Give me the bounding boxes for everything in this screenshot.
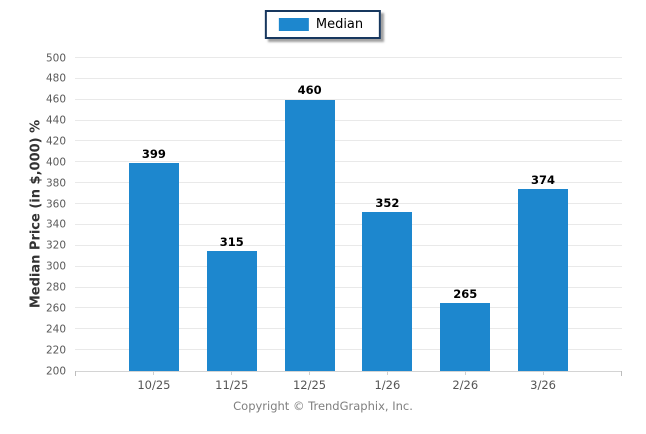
bar-3/26 (518, 189, 569, 371)
legend-label: Median (315, 17, 364, 32)
y-tick-label: 500 (45, 51, 66, 64)
y-tick-label: 360 (45, 197, 66, 210)
x-tick-label: 2/26 (452, 378, 479, 392)
x-axis-ticks (75, 371, 622, 376)
bar-slot: 399 (115, 58, 193, 371)
gridline (75, 203, 622, 205)
y-tick-label: 400 (45, 156, 66, 169)
y-tick-label: 260 (45, 302, 66, 315)
gridline (75, 161, 622, 163)
gridline (75, 244, 622, 246)
y-tick-label: 420 (45, 135, 66, 148)
x-tick-label: 3/26 (530, 378, 556, 392)
y-tick-label: 460 (45, 93, 66, 106)
gridline (75, 182, 622, 184)
y-tick-label: 240 (45, 323, 66, 336)
y-tick-label: 480 (45, 72, 66, 85)
x-tick-slot (193, 371, 271, 376)
x-tick (386, 371, 388, 375)
legend-swatch-icon (278, 18, 309, 31)
bar-value-label: 265 (453, 286, 478, 301)
y-tick-label: 320 (45, 239, 66, 252)
x-tick (464, 371, 466, 375)
x-tick-slot (504, 371, 582, 376)
gridline (75, 349, 622, 351)
bar-value-label: 315 (219, 234, 244, 249)
gridline (75, 140, 622, 142)
gridline (75, 286, 622, 288)
y-tick-label: 220 (45, 343, 66, 356)
bar-value-label: 352 (375, 195, 400, 210)
gridline (75, 328, 622, 330)
x-tick-slot (115, 371, 193, 376)
x-tick (542, 371, 544, 375)
x-tick-slot (348, 371, 426, 376)
y-tick-label: 440 (45, 114, 66, 127)
bar-value-label: 399 (141, 146, 166, 161)
y-tick-label: 340 (45, 218, 66, 231)
y-tick-label: 300 (45, 260, 66, 273)
bar-slot: 352 (348, 58, 426, 371)
bar-value-label: 460 (297, 83, 322, 98)
bar-slot: 374 (504, 58, 582, 371)
bar-10/25 (128, 163, 179, 371)
x-tick-slot (426, 371, 504, 376)
bar-11/25 (206, 251, 257, 371)
bar-slot: 315 (193, 58, 271, 371)
bar-1/26 (362, 212, 413, 371)
gridline (75, 223, 622, 225)
x-tick (309, 371, 311, 375)
gridline (75, 57, 622, 58)
x-tick-label: 12/25 (292, 378, 327, 392)
x-tick-label: 1/26 (374, 378, 401, 392)
x-tick (153, 371, 155, 375)
bar-2/26 (440, 303, 491, 371)
x-axis-edge-tick (621, 371, 622, 376)
x-tick-slot (271, 371, 349, 376)
gridline (75, 119, 622, 121)
x-tick-label: 11/25 (215, 378, 249, 392)
gridline (75, 265, 622, 267)
bar-12/25 (284, 99, 335, 371)
bar-slot: 265 (426, 58, 504, 371)
y-tick-label: 280 (45, 281, 66, 294)
x-axis-labels: 10/25 11/25 12/25 1/26 2/26 3/26 (75, 378, 622, 392)
legend[interactable]: Median (264, 10, 382, 39)
gridline (75, 307, 622, 309)
bar-value-label: 374 (531, 172, 556, 187)
x-axis-edge-tick (75, 371, 76, 376)
plot-area: 399 315 460 352 265 374 (75, 57, 622, 372)
y-axis-tick-labels: 200 220 240 260 280 300 320 340 360 380 400 420 440 4… (0, 53, 66, 376)
y-tick-label: 380 (45, 176, 66, 189)
x-tick (231, 371, 233, 375)
bar-slot: 460 (271, 58, 349, 371)
bars-container: 399 315 460 352 265 374 (75, 58, 622, 371)
x-tick-label: 10/25 (137, 378, 171, 392)
gridline (75, 98, 622, 100)
y-tick-label: 200 (45, 364, 66, 377)
gridline (75, 77, 622, 79)
copyright-text: Copyright © TrendGraphix, Inc. (233, 399, 413, 413)
